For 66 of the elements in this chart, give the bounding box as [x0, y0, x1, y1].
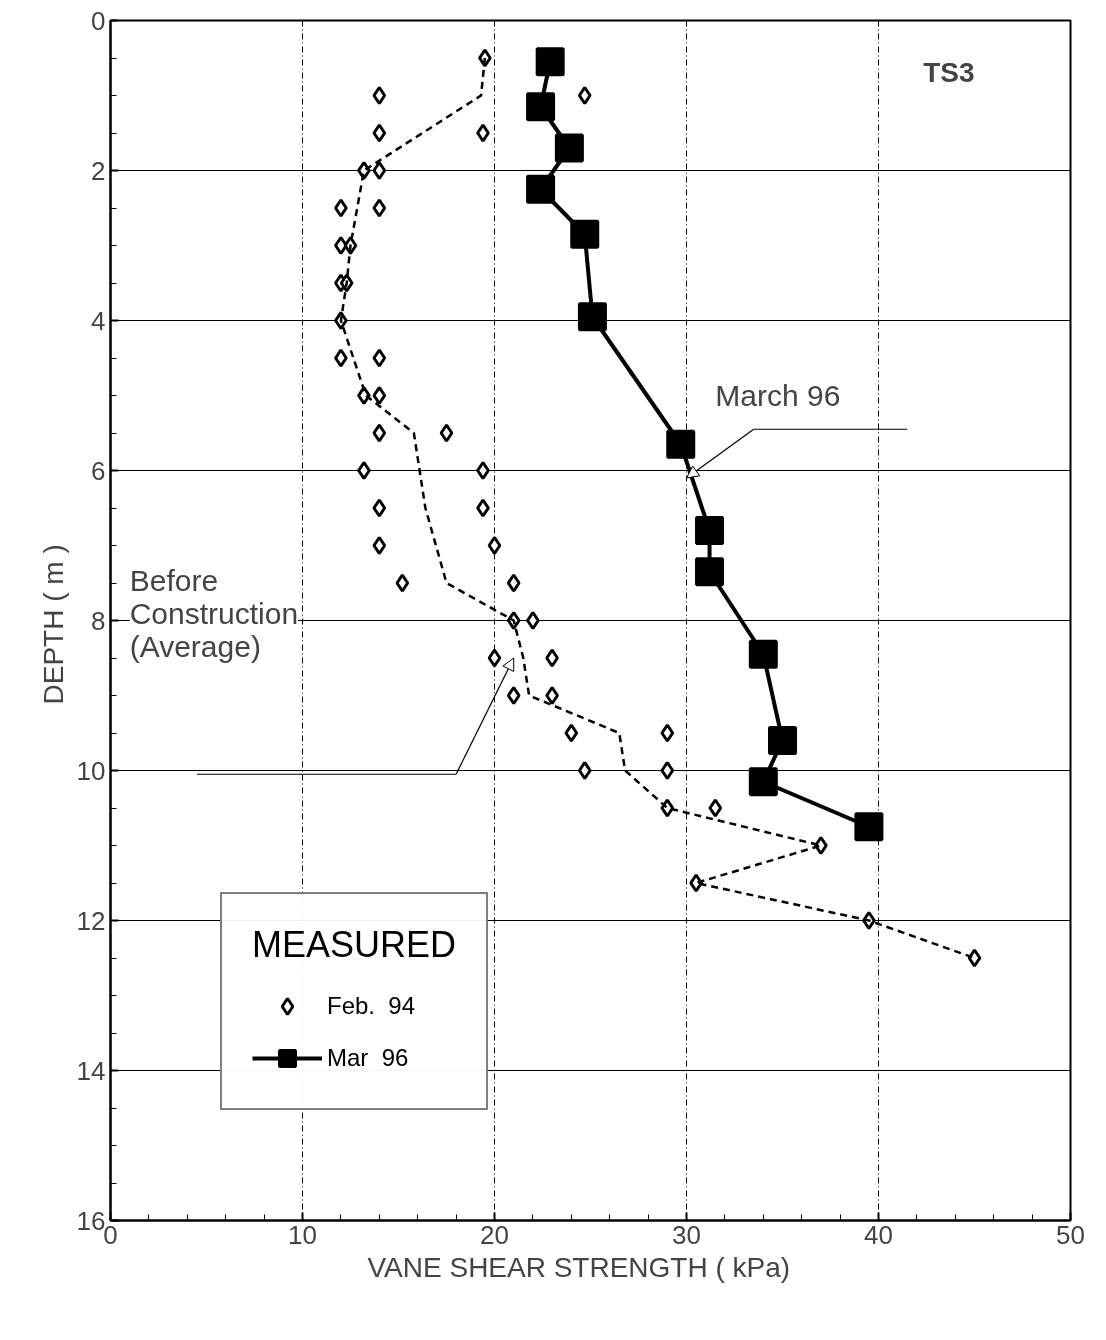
point: [708, 798, 723, 818]
point: [357, 461, 371, 480]
y-tick-label: 2: [91, 155, 106, 186]
x-tick-label: 10: [288, 1219, 317, 1250]
point: [487, 536, 502, 555]
point: [660, 761, 675, 780]
point: [506, 573, 521, 593]
point: [372, 498, 387, 518]
point: [570, 219, 600, 249]
point: [334, 198, 348, 218]
point: [967, 948, 982, 968]
point: [768, 726, 797, 755]
annotation: Before Construction (Average): [129, 563, 299, 663]
point: [476, 461, 490, 480]
x-tick-label: 20: [480, 1219, 509, 1250]
point: [695, 557, 725, 587]
point: [372, 198, 387, 218]
point: [854, 812, 884, 842]
y-tick-label: 10: [76, 755, 106, 786]
point: [372, 161, 387, 180]
point: [577, 761, 592, 780]
point: [334, 236, 348, 255]
point: [395, 573, 410, 593]
legend-title: MEASURED: [252, 924, 457, 966]
point: [372, 536, 387, 555]
text: TS3: [923, 56, 975, 88]
point: [372, 86, 387, 105]
x-tick-label: 30: [672, 1219, 701, 1250]
point: [372, 348, 387, 368]
point: [487, 648, 502, 668]
x-tick-label: 50: [1056, 1219, 1085, 1250]
legend-label: Mar 96: [327, 1044, 409, 1072]
point: [535, 47, 565, 77]
point: [554, 133, 584, 163]
point: [695, 516, 725, 545]
point: [476, 123, 490, 143]
point: [476, 498, 490, 518]
y-tick-label: 12: [76, 905, 106, 936]
x-tick-label: 40: [864, 1219, 893, 1250]
y-tick-label: 0: [91, 5, 106, 36]
legend-label: Feb. 94: [327, 992, 416, 1020]
point: [506, 686, 521, 705]
point: [564, 723, 579, 743]
y-tick-label: 8: [91, 605, 106, 636]
point: [748, 639, 778, 669]
y-tick-label: 14: [76, 1055, 106, 1086]
point: [748, 767, 778, 797]
point: [334, 348, 348, 368]
point: [372, 123, 387, 143]
point: [660, 723, 675, 743]
x-axis-title: VANE SHEAR STRENGTH ( kPa): [367, 1251, 791, 1283]
y-axis-title: DEPTH ( m ): [37, 544, 69, 705]
point: [372, 423, 387, 443]
point: [577, 86, 592, 105]
point: [666, 429, 696, 459]
point: [545, 686, 559, 705]
point: [526, 174, 556, 204]
point: [372, 386, 387, 405]
point: [439, 423, 454, 443]
annotation: March 96: [715, 379, 841, 412]
y-tick-label: 4: [91, 305, 106, 336]
point: [526, 611, 540, 630]
point: [577, 302, 607, 332]
y-tick-label: 6: [91, 455, 106, 486]
point: [526, 92, 556, 122]
point: [545, 648, 559, 668]
